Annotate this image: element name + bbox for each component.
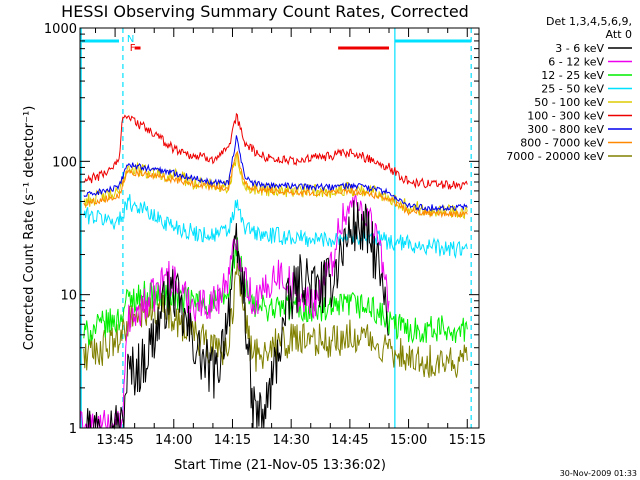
x-tick-label: 14:15	[214, 433, 251, 448]
legend-header-line-1: Det 1,3,4,5,6,9,	[546, 15, 632, 28]
x-tick-label: 13:45	[96, 433, 133, 448]
legend-label: 50 - 100 keV	[534, 96, 604, 109]
legend-label: 100 - 300 keV	[527, 110, 604, 123]
legend-header-line-2: Att 0	[606, 28, 632, 41]
legend-label: 7000 - 20000 keV	[506, 150, 604, 163]
series-line	[83, 237, 468, 347]
legend-label: 800 - 7000 keV	[520, 137, 604, 150]
x-tick-label: 14:00	[155, 433, 192, 448]
plot-frame	[79, 27, 480, 429]
x-axis: 13:45 14:00 14:15 14:30 14:45 15:00 15:15	[95, 28, 486, 448]
legend-label: 300 - 800 keV	[527, 123, 604, 136]
night-marker-label: N	[127, 34, 134, 45]
series-line	[83, 112, 468, 191]
footer-timestamp: 30-Nov-2009 01:33	[560, 469, 637, 478]
x-tick-label: 15:00	[390, 433, 427, 448]
legend-label: 12 - 25 keV	[541, 69, 604, 82]
y-axis: 1 10 100 1000	[44, 22, 479, 437]
legend-label: 3 - 6 keV	[555, 42, 604, 55]
legend-label: 6 - 12 keV	[548, 56, 604, 69]
y-axis-label: Corrected Count Rate (s⁻¹ detector⁻¹)	[22, 106, 37, 351]
x-tick-label: 14:30	[272, 433, 309, 448]
y-tick-label: 100	[52, 155, 77, 170]
series-line	[83, 135, 468, 213]
x-axis-label: Start Time (21-Nov-05 13:36:02)	[174, 458, 386, 473]
plot-area: NF	[79, 27, 480, 430]
series-line	[83, 194, 468, 259]
series-line	[79, 200, 390, 430]
legend-label: 25 - 50 keV	[541, 83, 604, 96]
x-tick-label: 14:45	[331, 433, 368, 448]
y-tick-label: 10	[60, 289, 77, 304]
series-line	[83, 150, 468, 219]
flare-marker-label: F	[130, 43, 136, 54]
y-tick-label: 1	[69, 422, 77, 437]
chart-title: HESSI Observing Summary Count Rates, Cor…	[61, 2, 469, 21]
y-tick-label: 1000	[44, 22, 77, 37]
x-tick-label: 15:15	[449, 433, 486, 448]
